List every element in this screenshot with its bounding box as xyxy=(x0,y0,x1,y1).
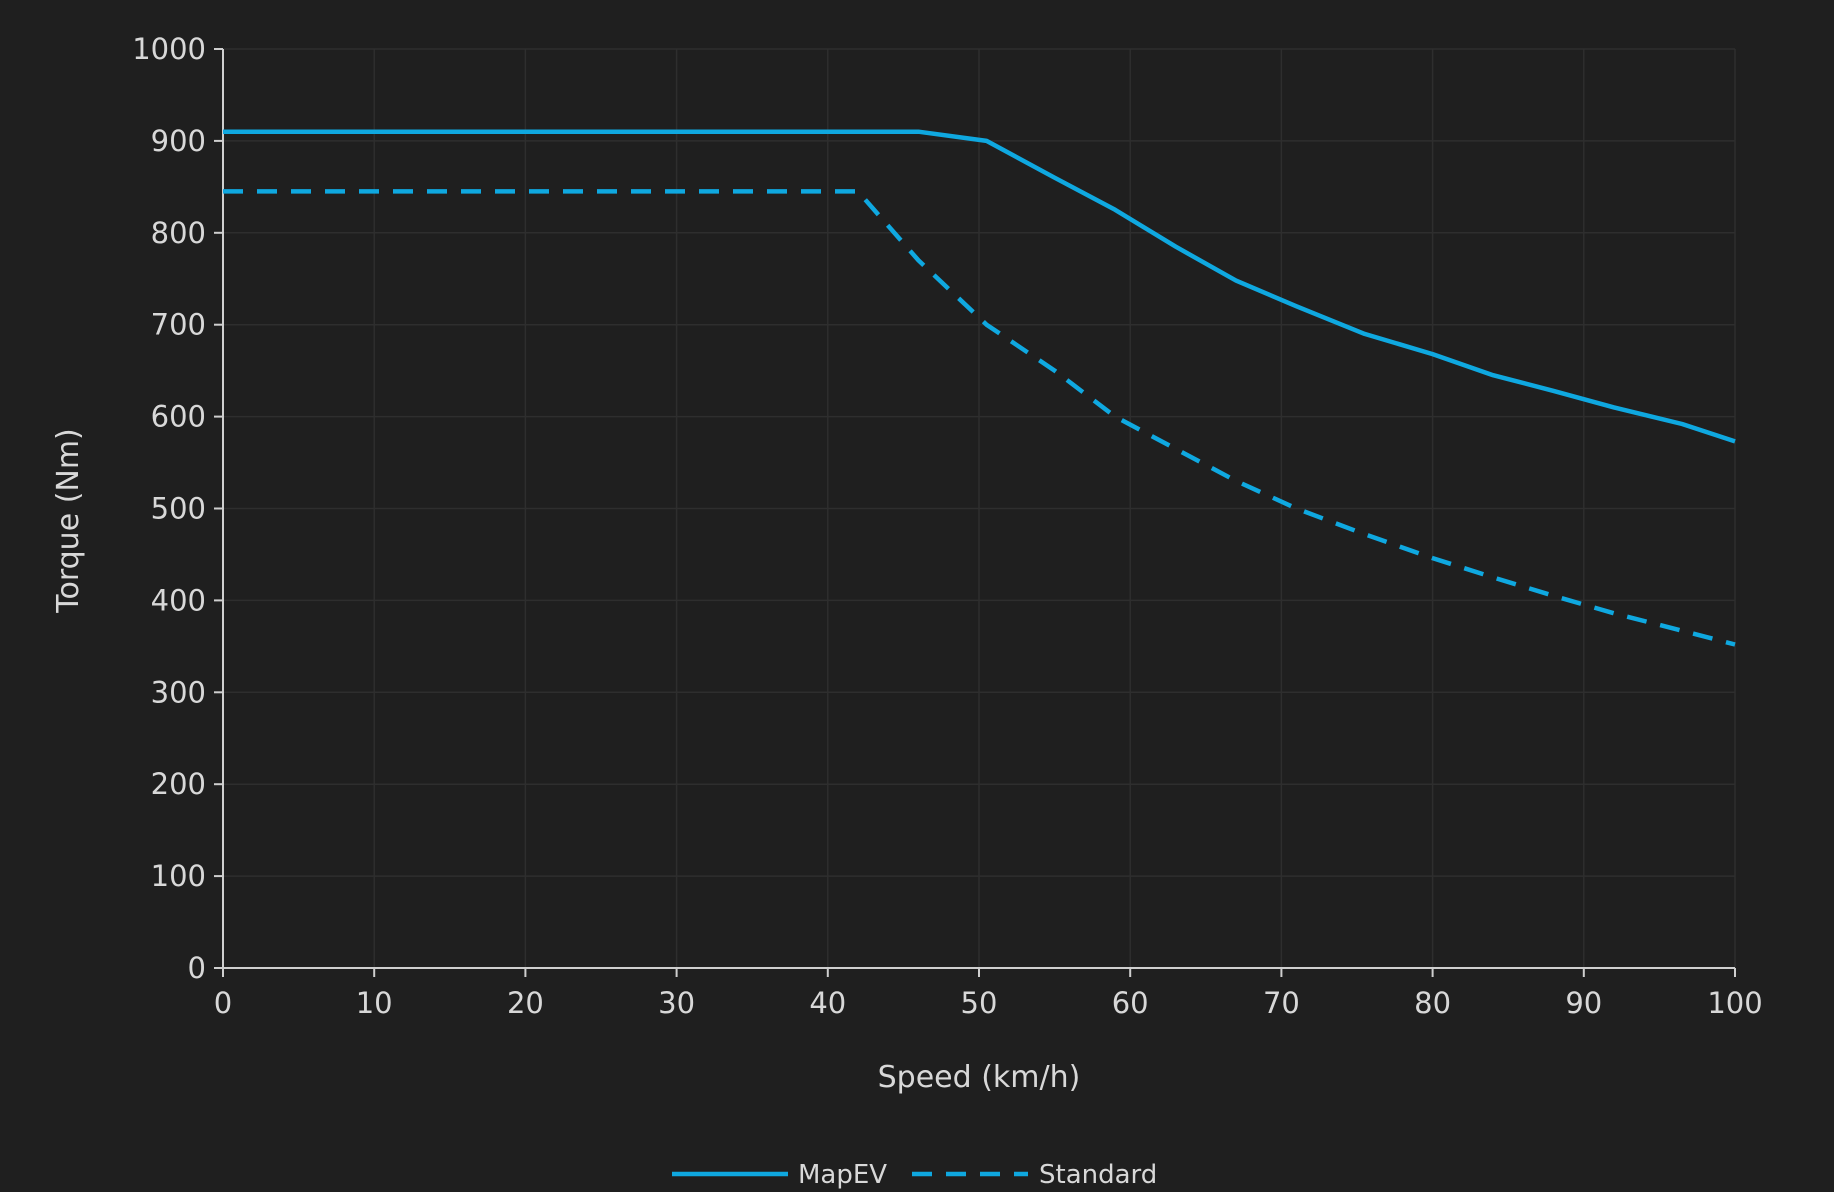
x-ticks: 0 10 20 30 40 50 60 70 80 90 100 xyxy=(214,968,1763,1020)
series-line-mapev xyxy=(223,129,1736,444)
y-tick-label: 400 xyxy=(151,583,206,617)
x-axis-title: Speed (km/h) xyxy=(878,1060,1081,1095)
y-tick-label: 500 xyxy=(151,492,206,526)
legend-label-mapev: MapEV xyxy=(798,1160,887,1190)
y-tick-label: 600 xyxy=(151,400,206,434)
y-ticks: 0 100 200 300 400 500 600 700 800 900 1000 xyxy=(132,32,223,985)
x-tick-label: 90 xyxy=(1565,986,1602,1020)
series-layer xyxy=(223,129,1736,647)
x-tick-label: 40 xyxy=(809,986,846,1020)
y-tick-label: 100 xyxy=(151,859,206,893)
y-tick-label: 700 xyxy=(151,308,206,342)
x-tick-label: 10 xyxy=(356,986,393,1020)
y-axis-title: Torque (Nm) xyxy=(51,428,86,614)
legend: MapEV Standard xyxy=(672,1160,1157,1190)
x-tick-label: 100 xyxy=(1707,986,1762,1020)
y-tick-label: 1000 xyxy=(132,32,206,66)
series-line-standard xyxy=(223,189,1736,647)
y-tick-label: 800 xyxy=(151,216,206,250)
y-tick-label: 900 xyxy=(151,124,206,158)
y-tick-label: 300 xyxy=(151,675,206,709)
x-tick-label: 30 xyxy=(658,986,695,1020)
x-tick-label: 50 xyxy=(961,986,998,1020)
x-tick-label: 20 xyxy=(507,986,544,1020)
y-tick-label: 0 xyxy=(188,951,206,985)
x-tick-label: 0 xyxy=(214,986,232,1020)
x-tick-label: 80 xyxy=(1414,986,1451,1020)
x-tick-label: 60 xyxy=(1112,986,1149,1020)
x-tick-label: 70 xyxy=(1263,986,1300,1020)
legend-label-standard: Standard xyxy=(1039,1160,1157,1190)
y-tick-label: 200 xyxy=(151,767,206,801)
grid xyxy=(223,48,1736,968)
